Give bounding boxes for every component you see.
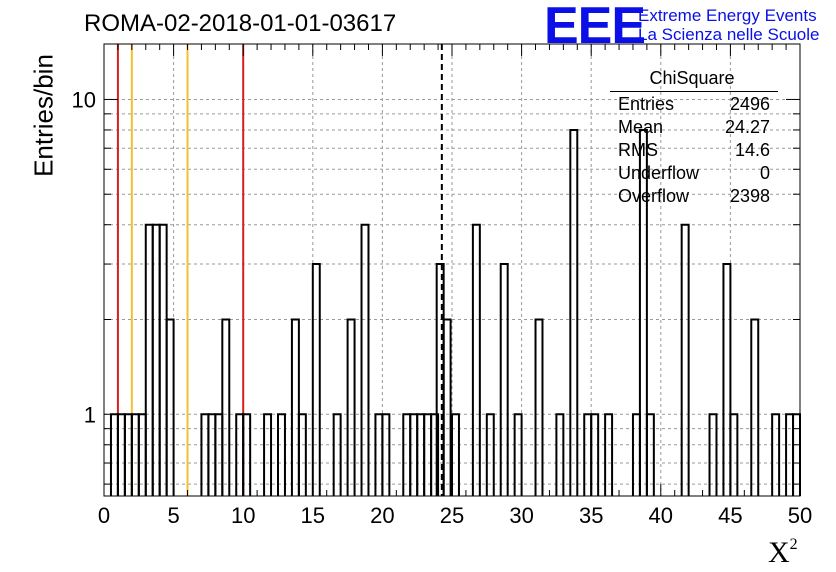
stat-key: Overflow: [618, 186, 690, 206]
stats-divider: [610, 91, 778, 92]
histogram-bin: [604, 413, 614, 496]
histogram-bin: [144, 223, 154, 496]
stat-value: 24.27: [724, 117, 770, 137]
x-axis-label-sup: 2: [789, 536, 798, 553]
x-tick-label: 15: [301, 503, 325, 528]
x-tick-label: 35: [579, 503, 603, 528]
x-tick-label: 30: [509, 503, 533, 528]
histogram-bin: [771, 413, 781, 496]
histogram-bin: [534, 318, 544, 496]
histogram-bin: [332, 413, 342, 496]
y-tick-label: 10: [72, 87, 96, 112]
histogram-bin: [569, 128, 579, 496]
eee-logo: EEE: [544, 0, 646, 55]
stat-value: 0: [759, 163, 770, 183]
histogram-bin: [290, 318, 300, 496]
x-tick-label: 10: [231, 503, 255, 528]
histogram-bin: [645, 413, 655, 496]
histogram-bin: [590, 413, 600, 496]
x-tick-label: 40: [649, 503, 673, 528]
histogram-bin: [360, 223, 370, 496]
stat-key: Entries: [618, 94, 675, 114]
stat-value: 2496: [729, 94, 770, 114]
histogram-bin: [471, 223, 481, 496]
histogram-bin: [151, 223, 161, 496]
x-tick-label: 45: [718, 503, 742, 528]
histogram-bin: [722, 263, 732, 496]
stat-value: 14.6: [734, 140, 770, 160]
histogram-bin: [311, 263, 321, 496]
histogram-bin: [158, 223, 168, 496]
stat-key: RMS: [618, 140, 658, 160]
stat-key: Underflow: [618, 163, 700, 183]
histogram-bin: [442, 318, 452, 496]
x-tick-label: 5: [167, 503, 179, 528]
stats-title: ChiSquare: [649, 68, 735, 88]
histogram-bin: [346, 318, 356, 496]
histogram-bin: [729, 413, 739, 496]
histogram-bin: [555, 413, 565, 496]
histogram-bin: [381, 413, 391, 496]
histogram-bin: [499, 263, 509, 496]
x-tick-label: 20: [370, 503, 394, 528]
axes-layer: 0 5 10 15 20 25 30 35 40 45 50 1 10: [72, 43, 812, 528]
histogram-bin: [221, 318, 231, 496]
histogram-bin: [513, 413, 523, 496]
histogram-bin: [750, 318, 760, 496]
x-tick-label: 0: [98, 503, 110, 528]
histogram-bin: [451, 413, 460, 496]
histogram-bin: [165, 318, 175, 496]
chart-title: ROMA-02-2018-01-01-03617: [84, 10, 397, 37]
x-axis-label-text: X: [768, 536, 790, 569]
x-tick-label: 50: [788, 503, 812, 528]
stat-value: 2398: [729, 186, 770, 206]
histogram-bin: [485, 413, 495, 496]
x-axis-label: X2: [768, 536, 798, 570]
x-tick-label: 25: [440, 503, 464, 528]
histogram-bin: [297, 413, 307, 496]
stat-key: Mean: [618, 117, 664, 137]
histogram-bin: [277, 413, 286, 496]
histogram-layer: [109, 128, 801, 496]
y-tick-label: 1: [84, 402, 96, 427]
logo-line-2: La Scienza nelle Scuole: [638, 25, 820, 44]
histogram-bin: [708, 413, 718, 496]
histogram-bin: [263, 413, 273, 496]
y-axis-label: Entries/bin: [28, 54, 59, 177]
logo-line-1: Extreme Energy Events: [638, 6, 817, 25]
histogram-bin: [242, 413, 252, 496]
histogram-bin: [638, 128, 648, 496]
histogram-bin: [430, 413, 440, 496]
histogram-bin: [680, 223, 690, 496]
